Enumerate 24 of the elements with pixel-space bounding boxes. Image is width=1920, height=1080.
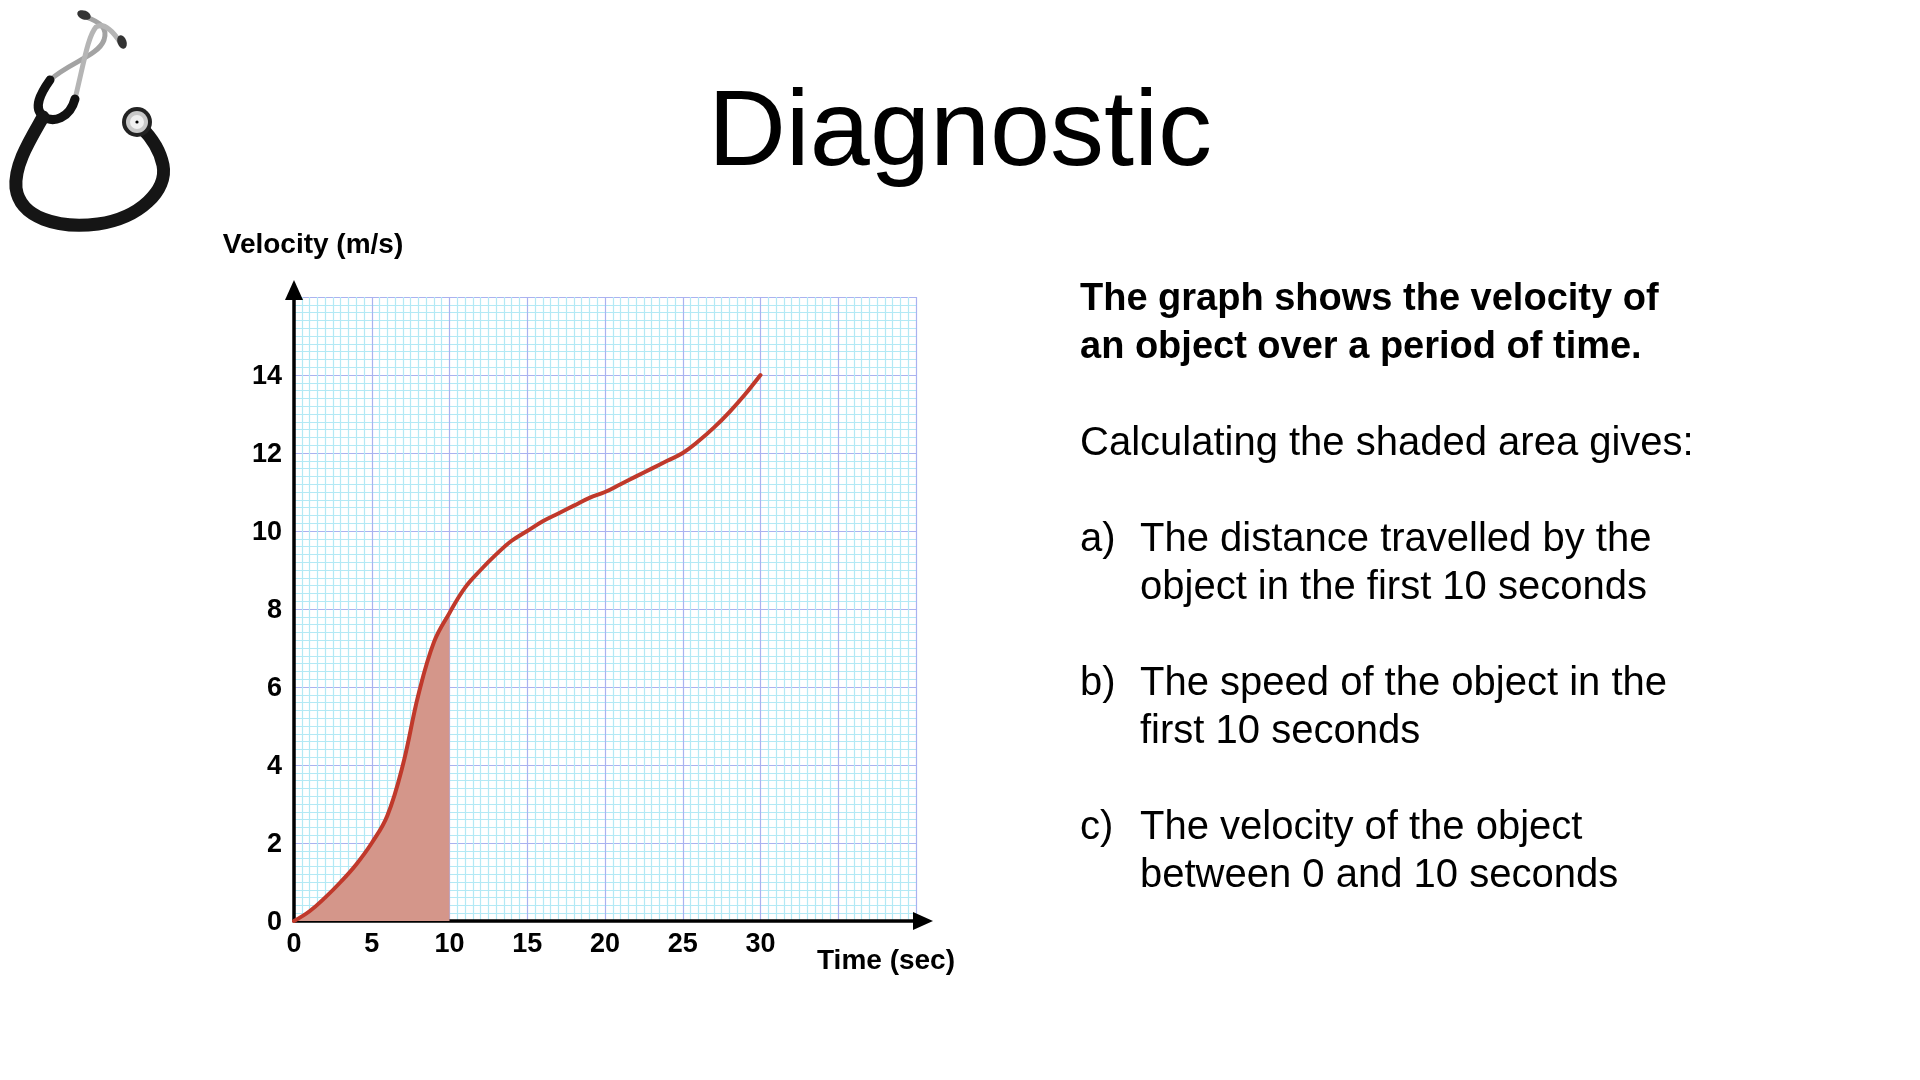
x-tick-label: 30 [745, 927, 776, 958]
x-tick-label: 15 [512, 927, 543, 958]
x-tick-label: 20 [589, 927, 621, 958]
chart-title: Diagnostic [706, 67, 1214, 188]
text: The graph shows the velocity of an object over a period of time. [1080, 275, 1660, 368]
y-tick-label: 0 [266, 906, 282, 936]
text: a) The distance travelled by the object in the first 10 seconds [1080, 514, 1653, 609]
y-tick-label: 6 [266, 672, 282, 702]
x-tick-label: 25 [667, 927, 698, 958]
y-tick-label: 2 [266, 828, 282, 858]
y-tick-label: 10 [251, 516, 282, 546]
x-tick-label: 10 [434, 927, 465, 958]
x-tick-label: 0 [286, 927, 302, 958]
x-axis-title: Time (sec) [817, 943, 955, 975]
y-tick-label: 14 [251, 360, 282, 390]
y-tick-label: 4 [266, 750, 282, 780]
y-tick-label: 12 [251, 438, 282, 468]
y-tick-label: 8 [266, 594, 282, 624]
x-tick-label: 5 [364, 927, 380, 958]
text: c) The velocity of the object between 0 and 10 seconds [1080, 802, 1620, 897]
y-axis-title: Velocity (m/s) [222, 227, 404, 259]
text: b) The speed of the object in the first 10 seconds [1080, 658, 1669, 753]
text: Calculating the shaded area gives: [1080, 418, 1695, 465]
line-series [292, 373, 763, 923]
